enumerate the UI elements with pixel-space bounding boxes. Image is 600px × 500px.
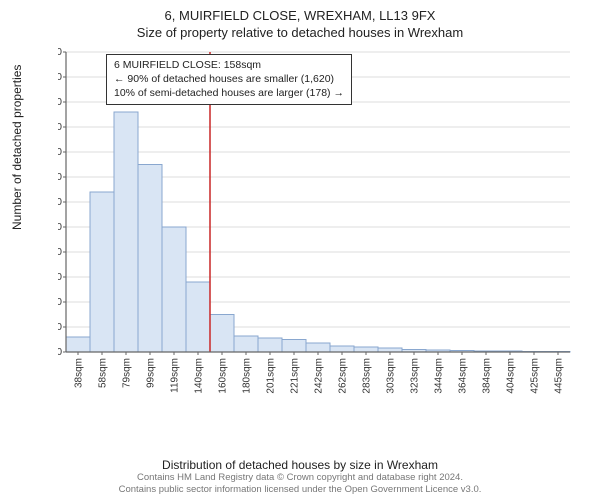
info-line-3: 10% of semi-detached houses are larger (… [114,86,344,100]
histogram-bar [306,343,330,352]
svg-text:221sqm: 221sqm [290,358,301,394]
svg-text:201sqm: 201sqm [266,358,277,394]
svg-text:250: 250 [58,222,62,233]
svg-text:50: 50 [58,322,62,333]
svg-text:404sqm: 404sqm [506,358,517,394]
histogram-bar [258,338,282,352]
histogram-bar [210,315,234,353]
svg-text:344sqm: 344sqm [434,358,445,394]
svg-text:384sqm: 384sqm [482,358,493,394]
chart-title-sub: Size of property relative to detached ho… [0,23,600,40]
svg-text:200: 200 [58,247,62,258]
svg-text:300: 300 [58,197,62,208]
svg-text:425sqm: 425sqm [530,358,541,394]
histogram-bar [90,192,114,352]
svg-text:283sqm: 283sqm [362,358,373,394]
histogram-bar [138,165,162,353]
info-box: 6 MUIRFIELD CLOSE: 158sqm ← 90% of detac… [106,54,352,105]
svg-text:450: 450 [58,122,62,133]
svg-text:400: 400 [58,147,62,158]
svg-text:79sqm: 79sqm [122,358,133,388]
svg-text:140sqm: 140sqm [194,358,205,394]
histogram-bar [66,337,90,352]
histogram-bar [162,227,186,352]
svg-text:100: 100 [58,297,62,308]
svg-text:119sqm: 119sqm [170,358,181,393]
histogram-bar [186,282,210,352]
info-line-1: 6 MUIRFIELD CLOSE: 158sqm [114,58,344,72]
x-axis-label: Distribution of detached houses by size … [0,458,600,472]
info-line-2: ← 90% of detached houses are smaller (1,… [114,72,344,86]
histogram-bar [114,112,138,352]
svg-text:180sqm: 180sqm [242,358,253,394]
y-axis-label: Number of detached properties [10,65,24,230]
histogram-bar [282,340,306,353]
svg-text:550: 550 [58,72,62,83]
svg-text:364sqm: 364sqm [458,358,469,394]
svg-text:0: 0 [58,347,62,358]
svg-text:323sqm: 323sqm [410,358,421,394]
svg-text:600: 600 [58,48,62,58]
svg-text:99sqm: 99sqm [146,358,157,388]
chart-title-main: 6, MUIRFIELD CLOSE, WREXHAM, LL13 9FX [0,0,600,23]
footer: Contains HM Land Registry data © Crown c… [0,472,600,496]
footer-line-1: Contains HM Land Registry data © Crown c… [0,472,600,484]
histogram-bar [234,336,258,352]
svg-text:303sqm: 303sqm [386,358,397,394]
histogram-bar [354,347,378,352]
histogram-bar [330,346,354,352]
svg-text:262sqm: 262sqm [338,358,349,394]
svg-text:500: 500 [58,97,62,108]
footer-line-2: Contains public sector information licen… [0,484,600,496]
svg-text:58sqm: 58sqm [98,358,109,388]
svg-text:160sqm: 160sqm [218,358,229,394]
svg-text:150: 150 [58,272,62,283]
svg-text:350: 350 [58,172,62,183]
svg-text:445sqm: 445sqm [554,358,565,394]
svg-text:38sqm: 38sqm [74,358,85,388]
svg-text:242sqm: 242sqm [314,358,325,394]
